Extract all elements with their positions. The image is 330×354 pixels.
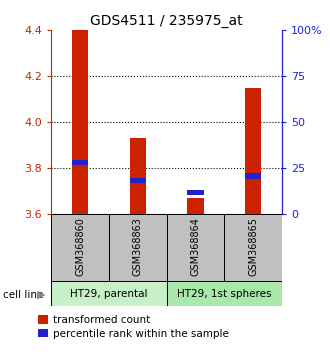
- Text: GSM368863: GSM368863: [133, 217, 143, 276]
- Title: GDS4511 / 235975_at: GDS4511 / 235975_at: [90, 14, 243, 28]
- Bar: [187, 189, 204, 195]
- Bar: [130, 138, 146, 214]
- Bar: [167, 281, 282, 306]
- Text: ▶: ▶: [37, 290, 46, 299]
- Bar: [109, 214, 167, 281]
- Bar: [167, 214, 224, 281]
- Bar: [224, 214, 282, 281]
- Bar: [72, 30, 88, 214]
- Bar: [51, 281, 167, 306]
- Text: cell line: cell line: [3, 290, 44, 299]
- Text: HT29, parental: HT29, parental: [70, 289, 148, 299]
- Bar: [245, 87, 261, 214]
- Bar: [245, 173, 261, 178]
- Text: GSM368864: GSM368864: [190, 217, 201, 276]
- Bar: [187, 198, 204, 214]
- Bar: [51, 214, 109, 281]
- Bar: [72, 160, 88, 165]
- Legend: transformed count, percentile rank within the sample: transformed count, percentile rank withi…: [38, 315, 229, 339]
- Bar: [130, 178, 146, 183]
- Text: GSM368860: GSM368860: [75, 217, 85, 276]
- Text: GSM368865: GSM368865: [248, 217, 258, 276]
- Text: HT29, 1st spheres: HT29, 1st spheres: [177, 289, 272, 299]
